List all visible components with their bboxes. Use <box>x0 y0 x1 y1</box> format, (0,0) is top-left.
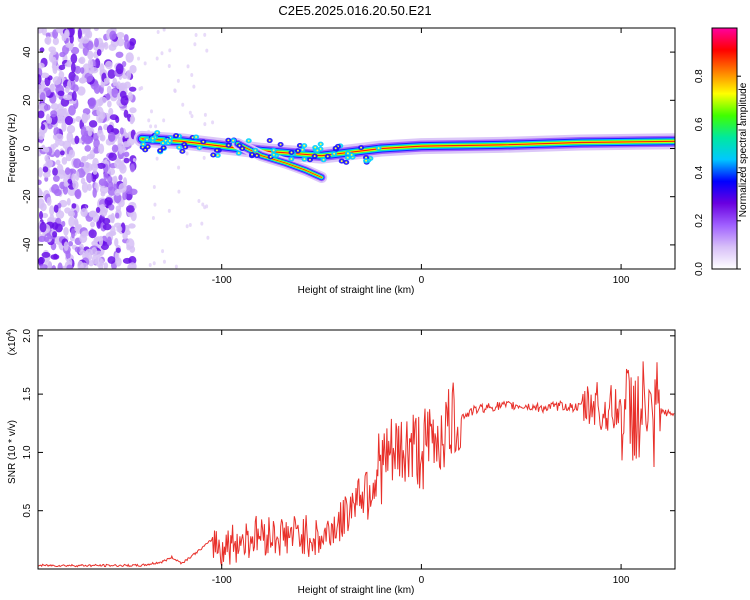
spectrogram-y-tick-label: -20 <box>22 189 33 204</box>
spectrogram-image <box>38 28 675 269</box>
snr-series-line <box>38 361 675 568</box>
figure-title: C2E5.2025.016.20.50.E21 <box>278 3 431 18</box>
spectrogram-y-tick-label: 40 <box>22 46 33 58</box>
snr-panel: -100 0 100 0.5 1.0 1.5 2.0 Height of straight … <box>6 328 676 596</box>
colorbar-gradient <box>712 28 737 269</box>
snr-y-axis-label: SNR (10 * v/v) <box>7 420 18 484</box>
colorbar: 0.0 0.2 0.4 0.6 0.8 Normalized spectral ampl… <box>694 27 749 276</box>
spectrogram-y-axis-label: Frequency (Hz) <box>7 114 18 183</box>
spectrogram-x-tick-label: 100 <box>613 275 630 286</box>
main-frequency-ridge <box>133 130 675 164</box>
snr-multiplier: (x104) <box>6 329 18 356</box>
colorbar-tick-label: 0.8 <box>694 69 705 83</box>
snr-y-tick-label: 0.5 <box>22 503 33 517</box>
snr-frame <box>37 329 676 570</box>
spectrogram-x-axis-label: Height of straight line (km) <box>298 285 415 296</box>
spectrogram-x-tick-label: -100 <box>212 275 232 286</box>
noise-speckle-region <box>38 28 215 269</box>
colorbar-label: Normalized spectral amplitude <box>738 82 749 217</box>
spectrogram-ticks: -100 0 100 -40 -20 0 20 40 <box>22 28 675 286</box>
spectrogram-y-tick-label: 20 <box>22 94 33 106</box>
spectrogram-panel: -100 0 100 -40 -20 0 20 40 Height of straight l… <box>7 27 749 296</box>
colorbar-tick-label: 0.6 <box>694 117 705 131</box>
snr-x-axis-label: Height of straight line (km) <box>298 585 415 596</box>
spectrogram-y-tick-label: 0 <box>22 145 33 151</box>
colorbar-tick-label: 0.2 <box>694 213 705 227</box>
colorbar-ticks: 0.0 0.2 0.4 0.6 0.8 <box>694 69 741 276</box>
snr-ticks: -100 0 100 0.5 1.0 1.5 2.0 <box>22 328 675 586</box>
colorbar-frame <box>711 27 738 270</box>
colorbar-tick-label: 0.4 <box>694 165 705 179</box>
colorbar-tick-label: 0.0 <box>694 262 705 276</box>
ridge-speckles <box>139 130 382 165</box>
snr-x-tick-label: 0 <box>419 575 425 586</box>
spectrogram-x-tick-label: 0 <box>419 275 425 286</box>
spectrogram-y-tick-label: -40 <box>22 237 33 252</box>
snr-y-tick-label: 1.0 <box>22 445 33 459</box>
snr-y-tick-label: 2.0 <box>22 328 33 342</box>
snr-x-tick-label: 100 <box>613 575 630 586</box>
snr-y-tick-label: 1.5 <box>22 387 33 401</box>
snr-x-tick-label: -100 <box>212 575 232 586</box>
